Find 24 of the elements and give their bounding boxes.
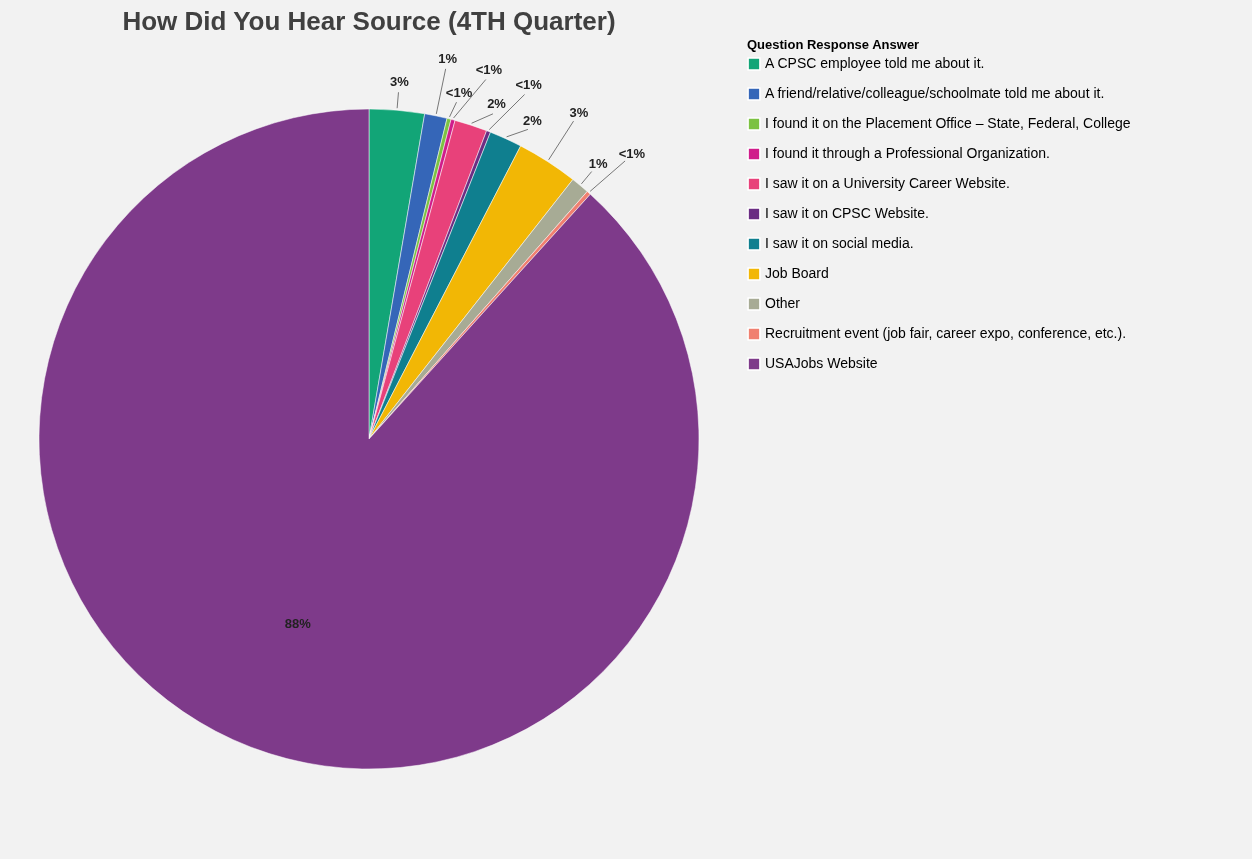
legend-label: I saw it on social media. [765,235,914,251]
chart-title: How Did You Hear Source (4TH Quarter) [122,6,616,36]
legend-label: Other [765,295,801,311]
data-label: <1% [618,145,646,161]
data-label: 88% [284,615,312,631]
data-label: 3% [389,74,410,90]
legend-label: I saw it on a University Career Website. [765,175,1010,191]
data-label: 2% [487,96,507,112]
data-label: 3% [569,104,589,120]
data-label: 2% [523,112,543,128]
data-label: 1% [438,51,458,67]
legend-label: USAJobs Website [765,355,878,371]
data-label: <1% [515,77,543,93]
legend-label: I saw it on CPSC Website. [765,205,929,221]
legend-label: I found it on the Placement Office – State, Federal, College [765,115,1131,131]
legend-title: Question Response Answer [747,37,920,52]
legend-label: A friend/relative/colleague/schoolmate told me about it. [765,85,1105,101]
legend-label: I found it through a Professional Organization. [765,145,1050,161]
data-label: <1% [475,62,503,77]
data-label: <1% [445,84,473,100]
legend-label: Job Board [765,265,829,281]
legend-label: A CPSC employee told me about it. [765,55,985,71]
legend-label: Recruitment event (job fair, career expo, conference, etc.). [765,325,1127,341]
data-label: 1% [588,155,608,171]
